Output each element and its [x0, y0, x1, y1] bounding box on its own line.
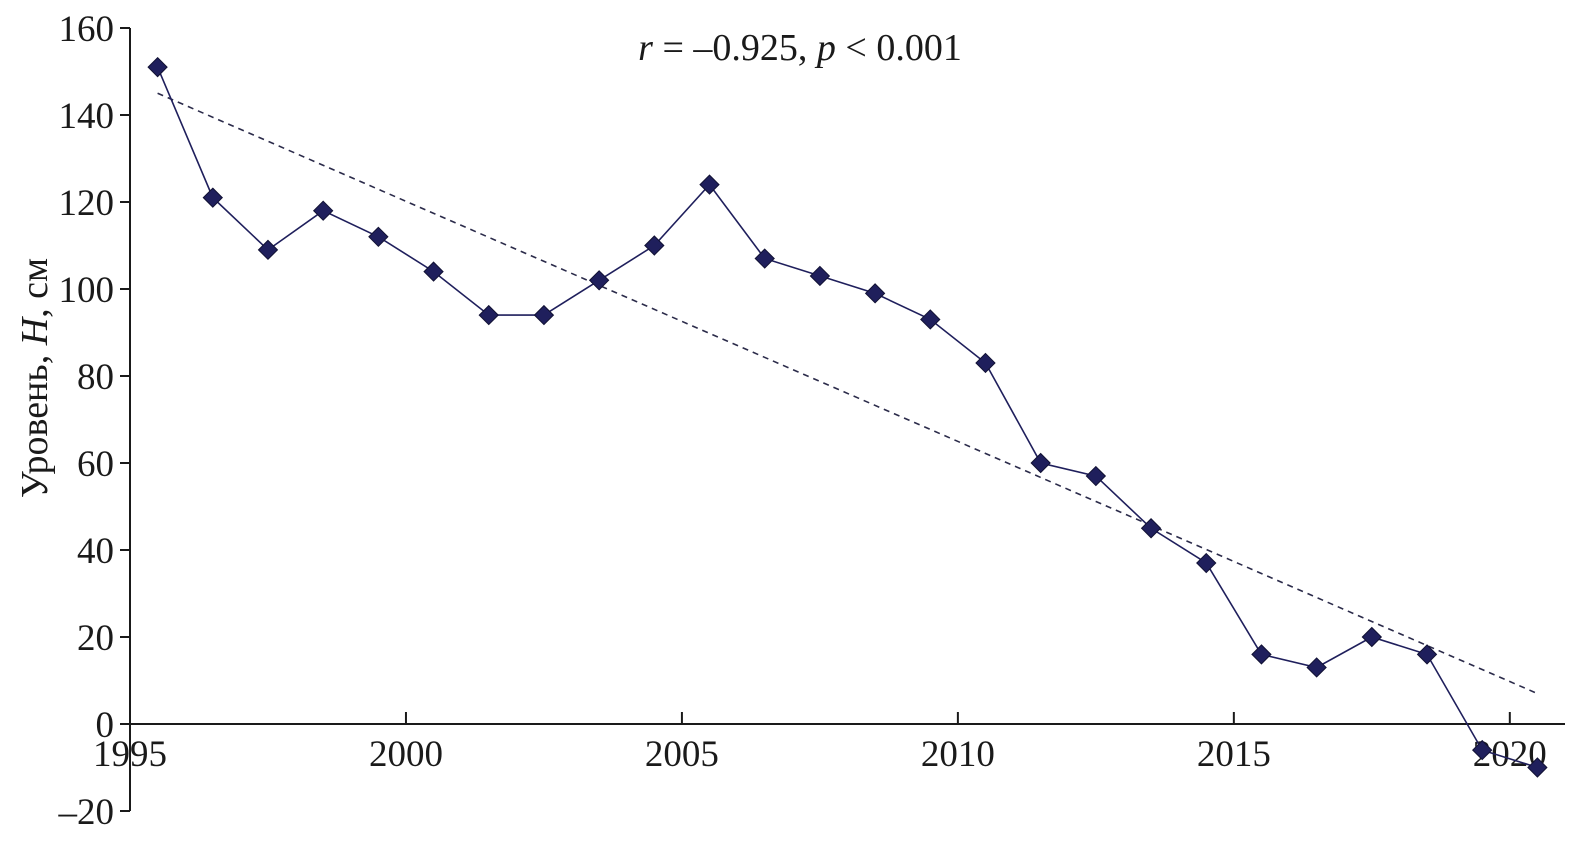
data-point — [478, 304, 499, 326]
data-point — [1527, 757, 1548, 778]
y-tick-label: 120 — [59, 183, 115, 224]
x-tick-label: 2000 — [369, 734, 443, 775]
data-point — [257, 239, 279, 261]
data-point — [644, 235, 665, 256]
data-point — [975, 352, 996, 374]
data-point — [1251, 644, 1272, 665]
y-axis-label-text: Уровень, — [14, 345, 56, 498]
data-point — [864, 283, 886, 304]
y-tick-label: 0 — [96, 705, 115, 746]
y-ticks: 160 140 120 100 80 60 40 20 0 –20 — [58, 9, 130, 833]
annotation-p-value: < 0.001 — [836, 27, 962, 69]
annotation-r-value: = –0.925, — [653, 27, 817, 69]
x-tick-label: 1995 — [93, 734, 167, 775]
y-axis-label-unit: , см — [14, 258, 56, 318]
correlation-annotation: r = –0.925, p < 0.001 — [638, 27, 962, 69]
y-tick-label: 100 — [59, 270, 115, 311]
data-point — [533, 304, 555, 326]
y-tick-label: 160 — [59, 9, 115, 50]
data-point — [1416, 644, 1438, 665]
data-point — [312, 200, 334, 221]
data-point — [809, 265, 831, 287]
data-point — [423, 261, 444, 282]
data-point — [1030, 452, 1051, 474]
data-point — [1361, 626, 1383, 648]
x-tick-label: 2005 — [645, 734, 719, 775]
y-axis-label: Уровень, H, см — [14, 258, 56, 498]
annotation-r: r — [638, 27, 653, 69]
y-axis-label-var: H — [14, 315, 56, 346]
trendline — [157, 92, 1538, 695]
y-tick-label: 20 — [77, 618, 114, 659]
data-point — [920, 309, 941, 330]
y-tick-label: 60 — [77, 444, 114, 485]
data-point — [147, 56, 168, 78]
annotation-p: p — [814, 27, 836, 69]
data-markers — [147, 56, 1548, 778]
data-point — [699, 174, 720, 195]
y-tick-label: 40 — [77, 531, 114, 572]
x-ticks: 1995 2000 2005 2010 2015 2020 — [93, 712, 1547, 775]
y-tick-label: –20 — [58, 792, 115, 833]
axes — [129, 28, 1565, 811]
x-tick-label: 2010 — [921, 734, 995, 775]
data-point — [1472, 739, 1493, 761]
x-tick-label: 2015 — [1197, 734, 1271, 775]
data-point — [368, 226, 389, 248]
data-point — [1140, 518, 1162, 539]
data-point — [754, 248, 775, 269]
series-line — [156, 66, 1538, 769]
y-tick-label: 80 — [77, 357, 114, 398]
data-point — [1196, 552, 1217, 574]
data-point — [202, 187, 223, 208]
data-point — [1085, 465, 1107, 487]
y-tick-label: 140 — [59, 96, 115, 137]
data-point — [588, 270, 610, 291]
data-point — [1306, 657, 1327, 678]
